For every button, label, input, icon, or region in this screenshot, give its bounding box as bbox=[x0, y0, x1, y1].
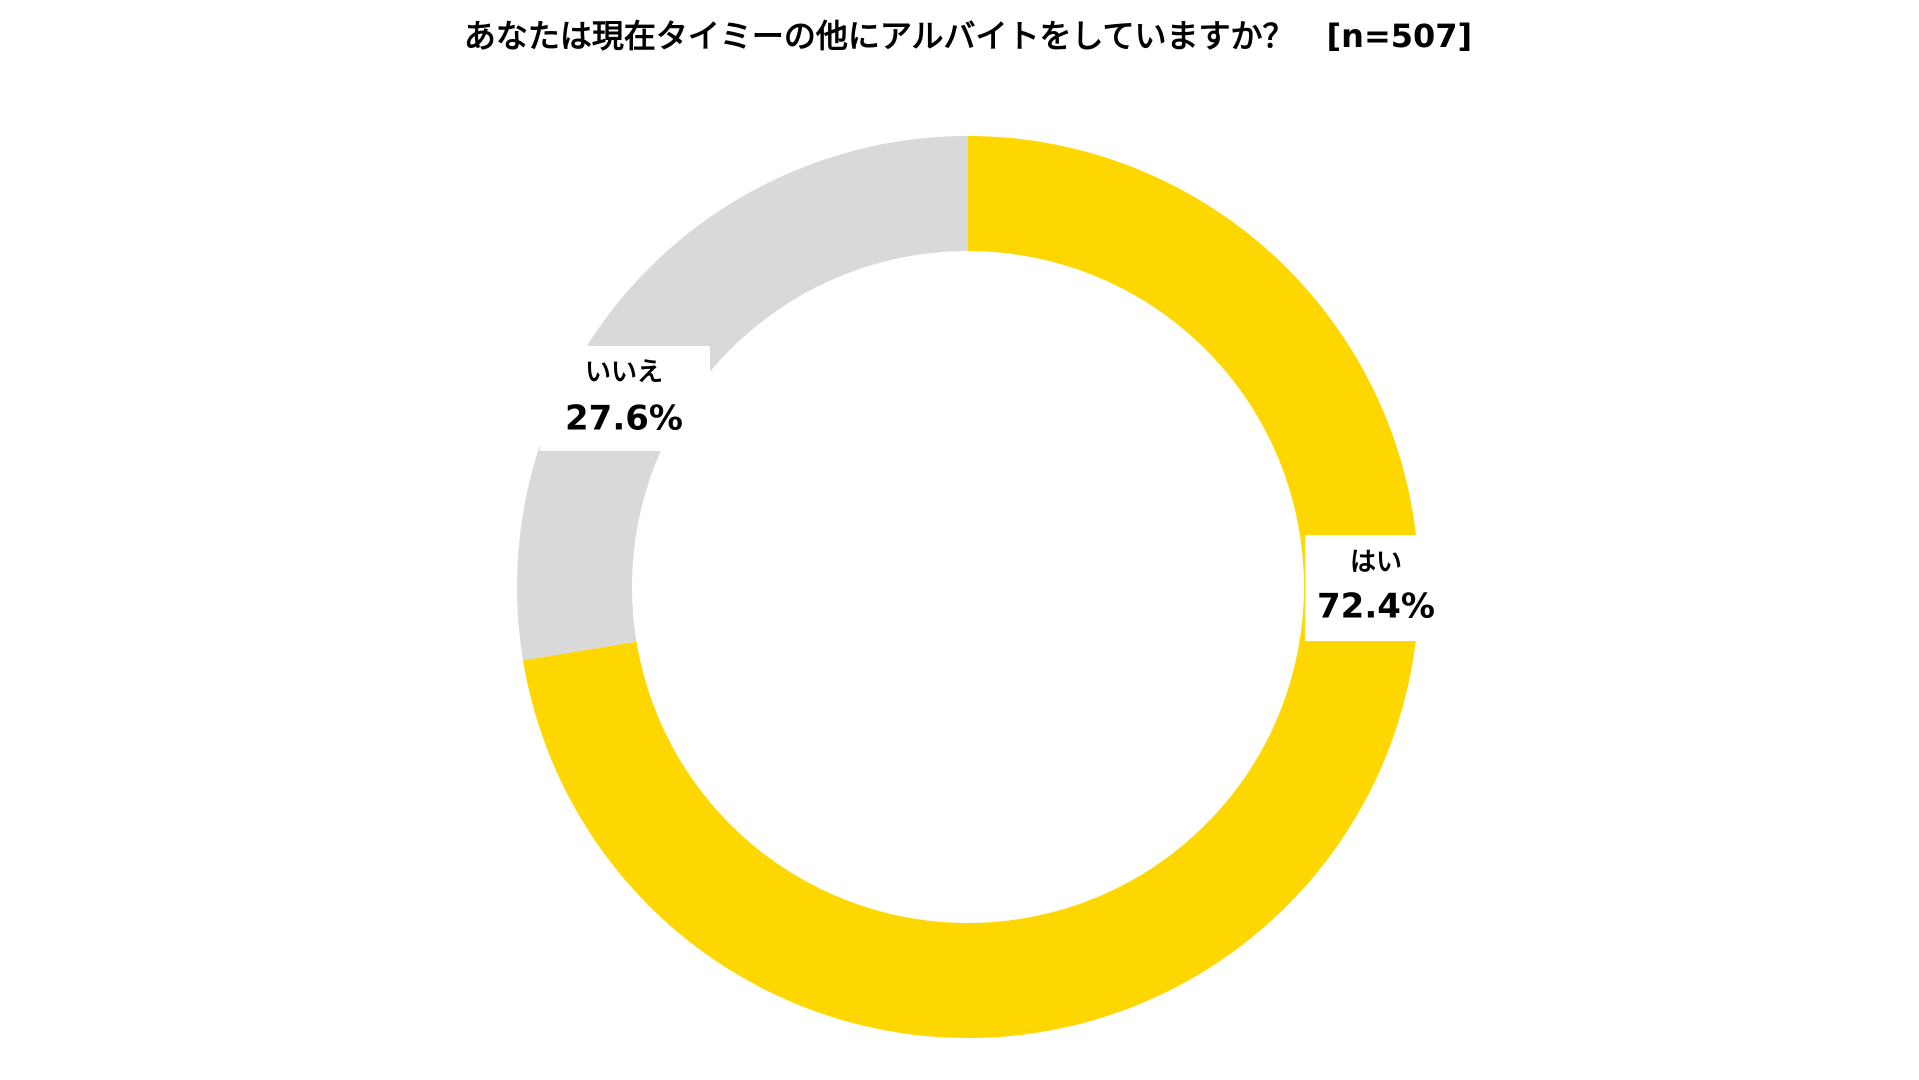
label-box bbox=[1305, 535, 1423, 641]
category-label: はい bbox=[1350, 548, 1402, 578]
label-box bbox=[540, 346, 710, 451]
slice bbox=[517, 136, 968, 661]
value-label: 27.6% bbox=[565, 399, 683, 439]
value-label: 72.4% bbox=[1317, 587, 1435, 627]
category-label: いいえ bbox=[585, 358, 663, 388]
chart-title: あなたは現在タイミーの他にアルバイトをしていますか？ [n=507] bbox=[464, 17, 1472, 55]
